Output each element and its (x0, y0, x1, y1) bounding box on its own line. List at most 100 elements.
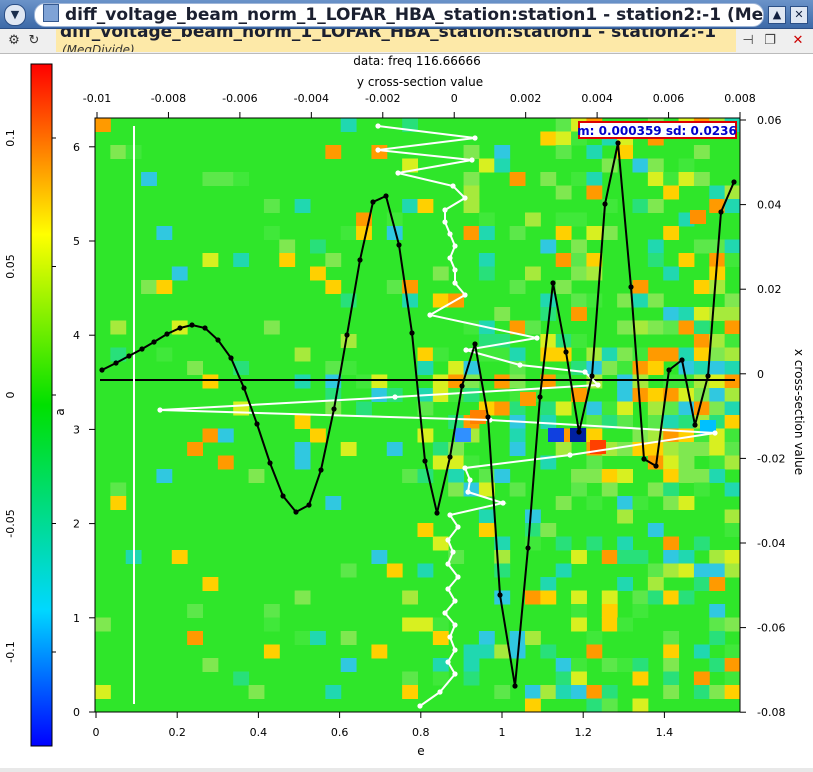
heatmap-cell (520, 392, 536, 406)
x-cross-section-curve-point (139, 346, 145, 352)
heatmap-cell (571, 469, 587, 483)
heatmap-cell (663, 482, 680, 497)
colorbar-tick-label: 0 (4, 392, 17, 399)
y-cross-section-curve-point (375, 147, 381, 153)
heatmap-cell (371, 388, 388, 402)
close-window-button[interactable]: ✕ (790, 6, 808, 24)
heatmap-cell (586, 226, 603, 240)
heatmap-cell (202, 253, 219, 267)
window-menu-icon[interactable]: ▼ (4, 4, 26, 26)
heatmap-cell (663, 185, 680, 200)
x-cross-section-curve-point (666, 367, 672, 373)
colorbar-ticks: 0.1 0.05 0 -0.05 -0.1 (4, 129, 56, 663)
heatmap-cell (325, 361, 342, 375)
heatmap-cell (647, 320, 664, 335)
float-window-icon[interactable]: ❐ (764, 33, 776, 48)
heatmap-cell (187, 361, 203, 375)
colorbar-tick-label: -0.05 (4, 509, 17, 537)
heatmap-cell (647, 401, 664, 416)
y-cross-section-curve-point (445, 586, 451, 592)
top-tick-label: 0.002 (510, 92, 542, 105)
colorbar-tick-label: -0.1 (4, 641, 17, 662)
heatmap-cell (371, 550, 388, 564)
heatmap-cell (263, 226, 280, 240)
heatmap-cell (663, 442, 680, 456)
window-title-pill: diff_voltage_beam_norm_1_LOFAR_HBA_stati… (34, 3, 764, 27)
y-cross-section-curve-point (462, 465, 468, 471)
plot-svg[interactable]: 0.1 0.05 0 -0.05 -0.1 -0.01 -0.008 -0.006 -0.00… (0, 54, 813, 768)
bottom-tick-label: 1 (499, 726, 506, 739)
x-cross-section-curve-point (254, 421, 260, 427)
heatmap-cell (540, 239, 557, 254)
heatmap-cell (709, 563, 726, 578)
left-tick-label: 6 (73, 141, 80, 154)
heatmap-cell (700, 420, 716, 434)
heatmap-cell (417, 199, 434, 213)
heatmap-cell (494, 644, 511, 659)
heatmap-cell (494, 401, 511, 416)
pin-icon[interactable]: ⊣ (742, 33, 754, 48)
heatmap-cell (693, 239, 710, 254)
heatmap-cell (263, 644, 280, 659)
heatmap-cell (325, 145, 342, 159)
heatmap-cell (555, 226, 572, 240)
heatmap-cell (663, 388, 680, 402)
heatmap-cell (233, 671, 250, 686)
heatmap-cell (402, 293, 418, 308)
heatmap-cell (663, 401, 680, 416)
heatmap-cell (647, 172, 664, 186)
heatmap-cell (663, 550, 680, 564)
x-cross-section-curve-point (628, 284, 634, 290)
heatmap-cell (509, 347, 526, 362)
heatmap-cell (110, 482, 127, 497)
top-tick-label: -0.006 (222, 92, 257, 105)
heatmap-cell (617, 442, 633, 456)
heatmap-cell (202, 577, 219, 591)
heatmap-cell (663, 307, 680, 321)
panel-title: diff_voltage_beam_norm_1_LOFAR_HBA_stati… (60, 29, 717, 42)
heatmap-cell (279, 239, 296, 254)
heatmap-cell (525, 320, 541, 335)
heatmap-cell (586, 172, 603, 186)
x-cross-section-curve-point (718, 209, 724, 215)
heatmap-cell (233, 253, 250, 267)
heatmap-cell (601, 347, 618, 362)
heatmap-cell (601, 361, 618, 375)
y-cross-section-curve-point (452, 280, 458, 286)
heatmap-cell (586, 428, 603, 443)
heatmap-cell (463, 388, 480, 402)
heatmap-cell (494, 469, 511, 483)
refresh-icon[interactable]: ↻ (28, 33, 40, 48)
heatmap-cell (709, 550, 726, 564)
heatmap-cell (555, 442, 572, 456)
close-panel-icon[interactable]: ✕ (792, 33, 804, 48)
heatmap-cell (294, 347, 311, 362)
heatmap-cell (586, 253, 603, 267)
heatmap-cell (448, 455, 465, 470)
x-cross-section-curve-point (113, 360, 119, 366)
heatmap-cell (540, 347, 557, 362)
heatmap-cell (571, 388, 587, 402)
heatmap-cell (663, 455, 680, 470)
heatmap-cell (340, 442, 357, 456)
heatmap-cell (663, 658, 680, 672)
node-tree-icon[interactable]: ⚙ (8, 33, 20, 48)
heatmap-cell (525, 266, 541, 281)
heatmap-cell (586, 698, 603, 713)
x-cross-section-curve-point (563, 349, 569, 355)
heatmap-cell (233, 172, 250, 186)
heatmap (95, 118, 741, 713)
shade-button[interactable]: ▲ (768, 6, 786, 24)
heatmap-cell (202, 374, 219, 389)
left-tick-label: 5 (73, 235, 80, 248)
heatmap-cell (709, 401, 726, 416)
x-cross-section-curve-point (731, 179, 737, 185)
heatmap-cell (709, 185, 726, 200)
y-cross-section-curve-point (455, 574, 461, 580)
heatmap-cell (156, 347, 173, 362)
heatmap-cell (432, 442, 449, 456)
y-cross-section-curve-point (582, 369, 588, 375)
heatmap-cell (463, 671, 480, 686)
heatmap-cell (525, 685, 541, 699)
heatmap-cell (555, 145, 572, 159)
